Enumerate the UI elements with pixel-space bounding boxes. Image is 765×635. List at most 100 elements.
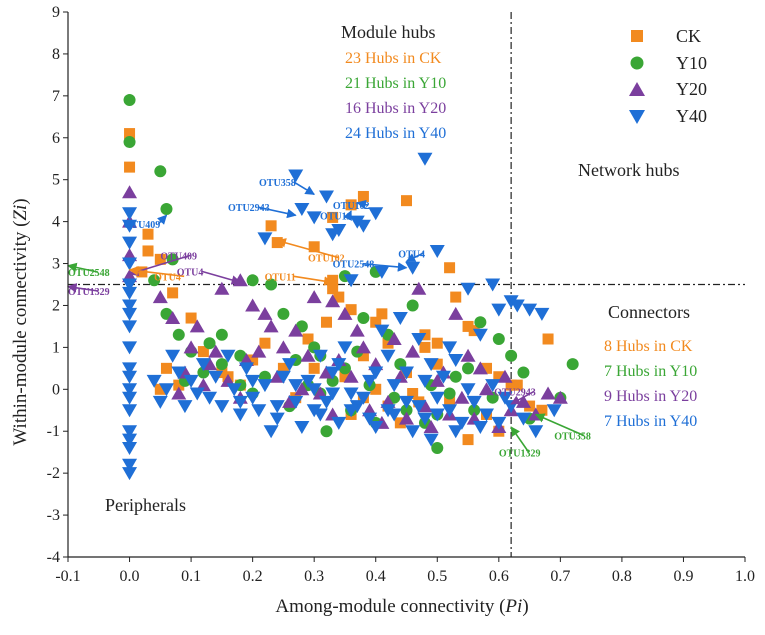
point-y40 (368, 207, 384, 221)
point-y40 (288, 379, 304, 393)
point-ck (431, 358, 443, 370)
point-y40 (343, 387, 359, 401)
point-y40 (122, 257, 138, 271)
point-ck (124, 128, 136, 140)
point-ck (154, 383, 166, 395)
legend-label-y10: Y10 (676, 53, 707, 73)
annotation-arrow (67, 283, 99, 293)
point-y20 (325, 294, 341, 308)
point-y20 (183, 340, 199, 354)
point-ck (197, 346, 209, 358)
annotation-arrow (343, 210, 352, 221)
point-y10 (492, 333, 505, 345)
point-y10 (517, 366, 530, 379)
point-y40 (318, 190, 334, 204)
annotation-label: OTU102 (333, 201, 370, 212)
annotation-arrow (293, 275, 334, 286)
point-ck (142, 228, 154, 240)
point-y40 (122, 286, 138, 300)
annotation-arrow (293, 181, 316, 196)
point-y20 (306, 290, 322, 304)
annotation-label: OTU409 (124, 220, 161, 231)
point-y40 (448, 425, 464, 439)
point-y40 (343, 274, 359, 288)
annotation-arrow (534, 413, 585, 437)
annotation-label: OTU11 (320, 212, 351, 223)
y-tick-label: -3 (47, 507, 60, 524)
point-ck (247, 354, 259, 366)
legend-label-y20: Y20 (676, 79, 707, 99)
point-y20 (208, 344, 224, 358)
point-y40 (158, 383, 174, 397)
y-tick-label: 2 (52, 297, 60, 314)
hub-count-module-y40: 24 Hubs in Y40 (345, 125, 446, 142)
point-y40 (122, 391, 138, 405)
point-y10 (406, 299, 419, 312)
point-y40 (122, 207, 138, 221)
point-ck (536, 404, 548, 416)
point-y20 (232, 273, 248, 287)
legend: CK Y10 Y20 Y40 (629, 26, 707, 126)
point-ck (333, 291, 345, 303)
point-y10 (215, 358, 228, 371)
point-y40 (325, 387, 341, 401)
point-y40 (491, 416, 507, 430)
point-ck (345, 199, 357, 211)
annotation-arrow (510, 390, 535, 405)
point-y40 (423, 358, 439, 372)
annotation-label: OTU358 (259, 178, 296, 189)
point-y40 (522, 303, 538, 317)
point-y10 (123, 94, 136, 107)
point-y40 (399, 395, 414, 409)
point-ck (462, 320, 474, 332)
point-y40 (460, 282, 476, 296)
x-tick-label: 1.0 (735, 568, 755, 585)
point-y20 (540, 386, 556, 400)
y-tick-label: -1 (47, 423, 60, 440)
point-y10 (320, 425, 333, 438)
point-y40 (442, 341, 458, 355)
point-y20 (251, 344, 267, 358)
x-tick-label: 0.9 (673, 568, 693, 585)
point-y40 (122, 219, 138, 233)
point-y40 (368, 366, 384, 380)
annotation-label: OTU1329 (499, 448, 541, 459)
point-y40 (368, 421, 384, 435)
point-y10 (172, 328, 185, 341)
point-y10 (431, 442, 444, 454)
annotation-arrow (510, 426, 530, 453)
point-y40 (429, 408, 445, 422)
point-y20 (399, 411, 414, 425)
point-y40 (515, 412, 531, 426)
annotation-arrow (201, 270, 242, 285)
point-y40 (380, 349, 396, 363)
point-ck (419, 341, 431, 353)
point-ck (271, 237, 283, 249)
annotation-label: OTU409 (160, 251, 197, 262)
point-y40 (300, 374, 316, 388)
point-y20 (275, 340, 291, 354)
point-y20 (337, 306, 353, 320)
point-y40 (485, 379, 501, 393)
legend-marker-y10 (630, 56, 644, 70)
point-ck (481, 362, 493, 374)
point-y40 (294, 203, 310, 217)
point-y20 (386, 332, 402, 345)
point-y40 (177, 400, 193, 414)
point-y10 (160, 203, 173, 216)
point-y40 (442, 404, 458, 418)
point-ck (339, 371, 351, 383)
point-ck (185, 312, 197, 324)
x-axis-title: Among-module connectivity (Pi) (275, 596, 528, 617)
point-ck (462, 434, 474, 446)
threshold-lines (68, 12, 745, 557)
point-ck (327, 283, 339, 295)
point-y10 (357, 312, 370, 325)
point-ck (142, 245, 154, 257)
x-tick-label: 0.7 (550, 568, 570, 585)
point-y40 (497, 391, 513, 405)
point-y40 (122, 467, 138, 481)
point-y40 (355, 219, 371, 233)
y-tick-label: 9 (52, 4, 60, 21)
point-ck (327, 211, 339, 223)
